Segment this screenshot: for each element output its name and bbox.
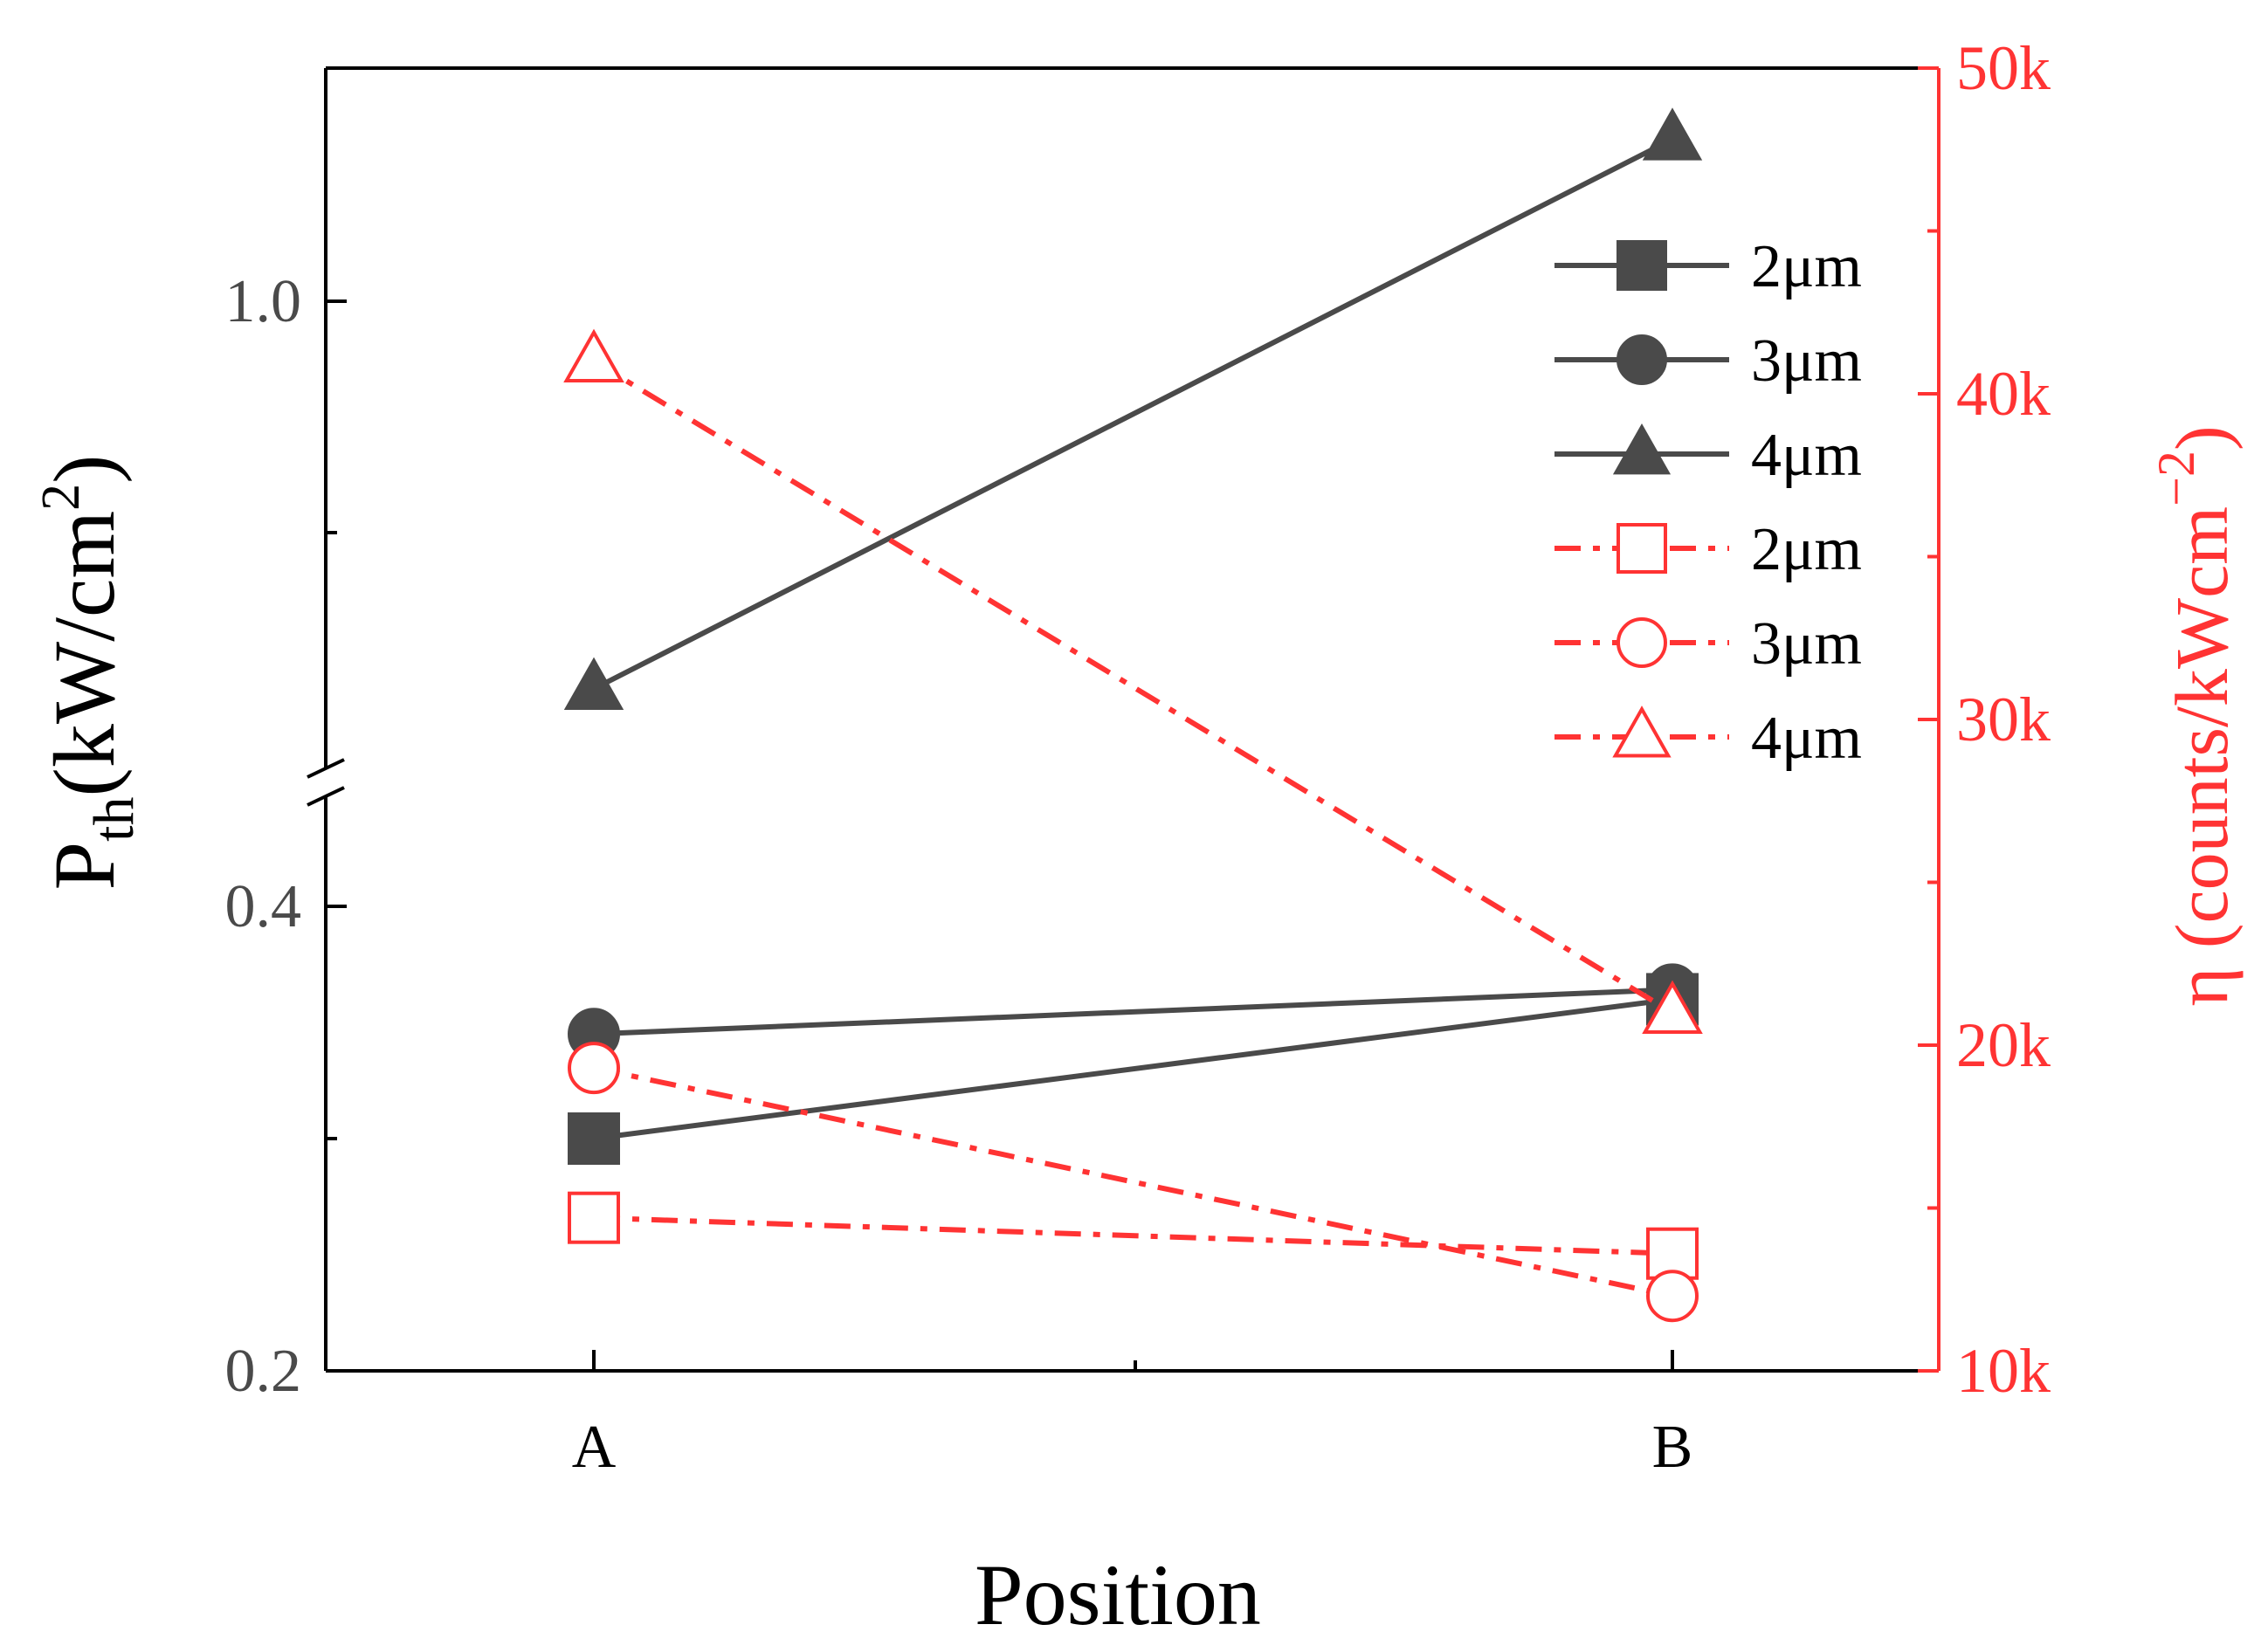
left-tick-label-1.0: 1.0 xyxy=(225,268,302,335)
legend: 2μm 3μm 4μm 2μm 3μm 4μm xyxy=(1554,233,1862,772)
right-tick-label-10k: 10k xyxy=(1956,1336,2051,1406)
legend-marker xyxy=(1616,617,1667,668)
series-line xyxy=(593,1065,1673,1299)
data-point-B xyxy=(1642,107,1703,161)
legend-marker xyxy=(1612,706,1672,758)
right-tick-label-20k: 20k xyxy=(1956,1010,2051,1080)
series-pth-4μm xyxy=(563,107,1703,711)
x-axis-title: Position xyxy=(975,1546,1261,1643)
series-pth-3μm xyxy=(568,963,1699,1061)
legend-marker xyxy=(1616,240,1667,291)
data-point-A xyxy=(568,1112,620,1165)
series-line xyxy=(593,987,1673,1037)
series-eta-2μm xyxy=(568,1191,1699,1280)
left-tick-label-0.2: 0.2 xyxy=(225,1338,302,1405)
data-point-A xyxy=(563,328,624,383)
left-axis-title: Pth(kW/cm2) xyxy=(31,455,146,891)
data-point-A xyxy=(568,1191,620,1244)
legend-label: 3μm xyxy=(1751,610,1862,678)
series-line xyxy=(593,1215,1673,1256)
series-eta-4μm xyxy=(563,328,1703,1035)
legend-label: 2μm xyxy=(1751,516,1862,583)
data-point-B xyxy=(1646,1270,1699,1323)
legend-marker xyxy=(1612,423,1672,475)
right-tick-label-30k: 30k xyxy=(1956,685,2051,754)
series-line xyxy=(592,359,1674,1015)
series-eta-3μm xyxy=(568,1042,1699,1323)
series-line xyxy=(593,996,1673,1141)
legend-label: 4μm xyxy=(1751,422,1862,489)
data-point-A xyxy=(568,1042,620,1095)
series-pth-2μm xyxy=(568,973,1699,1165)
axis-break-mark-lower xyxy=(307,786,345,807)
x-tick-label-A: A xyxy=(572,1414,617,1481)
x-tick-label-B: B xyxy=(1652,1414,1693,1481)
right-tick-label-50k: 50k xyxy=(1956,33,2051,103)
axis-break-mark-upper xyxy=(307,758,345,779)
series-line xyxy=(592,136,1674,692)
right-axis-title: η (counts/kWcm−2) xyxy=(2147,425,2244,1006)
left-tick-label-0.4: 0.4 xyxy=(225,873,302,940)
right-tick-label-40k: 40k xyxy=(1956,359,2051,429)
legend-label: 4μm xyxy=(1751,705,1862,772)
legend-label: 3μm xyxy=(1751,327,1862,395)
data-point-B xyxy=(1642,980,1703,1035)
legend-marker xyxy=(1616,334,1667,385)
data-point-A xyxy=(563,657,624,711)
legend-marker xyxy=(1616,523,1667,574)
legend-label: 2μm xyxy=(1751,233,1862,300)
